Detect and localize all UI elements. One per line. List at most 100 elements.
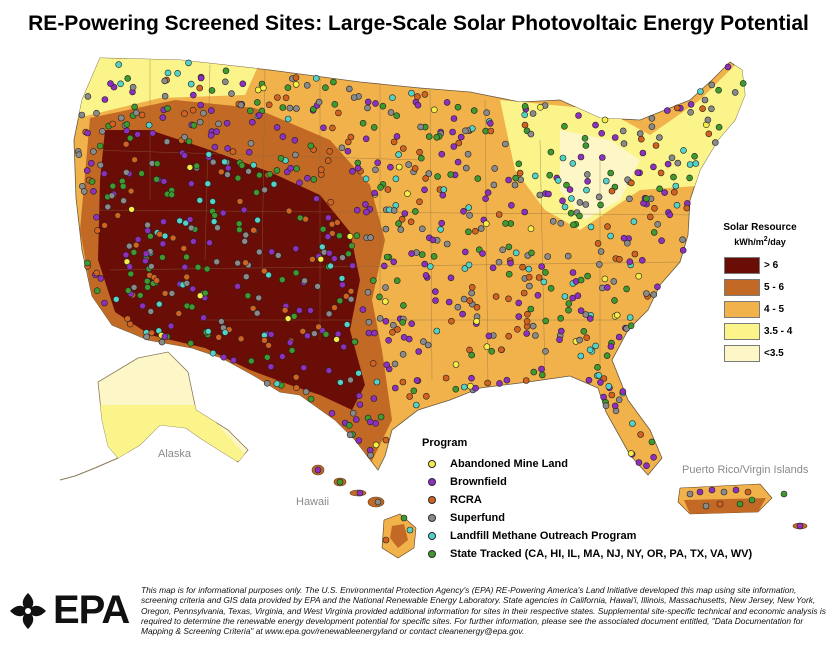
site-marker: [225, 164, 232, 172]
site-marker: [126, 134, 134, 142]
solar-legend-title: Solar Resource: [723, 222, 797, 233]
site-marker: [629, 420, 636, 427]
site-marker: [315, 323, 322, 331]
site-marker: [354, 164, 362, 172]
program-marker-icon: [428, 532, 436, 540]
site-marker: [222, 78, 229, 86]
site-marker: [318, 243, 326, 251]
site-marker: [376, 315, 384, 322]
site-marker: [182, 219, 189, 227]
solar-class-label: <3.5: [764, 347, 784, 359]
site-marker: [611, 134, 619, 141]
site-marker: [650, 163, 657, 171]
site-marker: [129, 83, 137, 91]
site-marker: [704, 116, 712, 124]
site-marker: [643, 195, 650, 202]
site-marker: [200, 314, 207, 322]
site-marker: [686, 490, 694, 498]
site-marker: [450, 115, 458, 122]
site-marker: [472, 384, 479, 392]
site-marker: [547, 284, 555, 292]
site-marker: [527, 225, 535, 232]
site-marker: [223, 119, 231, 127]
site-marker: [370, 395, 378, 402]
site-marker: [542, 317, 550, 325]
site-marker: [344, 138, 352, 146]
site-marker: [205, 151, 213, 158]
site-marker: [134, 131, 141, 138]
site-marker: [303, 82, 311, 89]
site-marker: [630, 218, 638, 225]
site-marker: [131, 156, 138, 163]
site-marker: [90, 148, 97, 155]
site-marker: [324, 157, 332, 164]
site-marker: [439, 191, 447, 199]
site-marker: [263, 379, 271, 387]
site-points: [74, 59, 804, 544]
site-marker: [312, 75, 320, 82]
site-marker: [377, 184, 384, 191]
site-marker: [650, 229, 658, 236]
site-marker: [464, 150, 472, 158]
site-marker: [190, 91, 197, 99]
site-marker: [219, 209, 227, 217]
site-marker: [107, 80, 114, 87]
site-marker: [559, 154, 567, 162]
site-marker: [586, 315, 594, 322]
site-marker: [221, 158, 228, 166]
site-marker: [663, 107, 671, 114]
site-marker: [359, 306, 367, 313]
site-marker: [527, 130, 535, 138]
site-marker: [626, 195, 633, 203]
site-marker: [346, 431, 354, 439]
site-marker: [382, 436, 390, 444]
site-marker: [452, 361, 460, 368]
site-marker: [416, 148, 423, 156]
site-marker: [516, 169, 524, 177]
site-marker: [130, 249, 138, 256]
site-marker: [88, 178, 96, 185]
site-marker: [194, 263, 202, 271]
site-marker: [320, 124, 327, 132]
site-marker: [80, 188, 88, 195]
site-marker: [414, 93, 421, 100]
site-marker: [425, 170, 433, 177]
site-marker: [459, 310, 466, 318]
site-marker: [190, 238, 197, 245]
site-marker: [218, 318, 225, 325]
site-marker: [739, 80, 747, 87]
site-marker: [639, 149, 647, 157]
site-marker: [575, 112, 582, 119]
site-marker: [265, 101, 273, 109]
site-marker: [482, 195, 489, 202]
site-marker: [445, 298, 453, 306]
solar-class-label: 4 - 5: [764, 303, 785, 315]
site-marker: [160, 178, 168, 185]
site-marker: [410, 387, 418, 395]
solar-class-label: 3.5 - 4: [764, 325, 793, 337]
site-marker: [366, 418, 374, 426]
site-marker: [338, 144, 346, 152]
site-marker: [356, 401, 364, 408]
site-marker: [433, 327, 441, 335]
site-marker: [183, 273, 190, 281]
site-marker: [284, 315, 292, 322]
site-marker: [643, 290, 650, 297]
site-marker: [619, 127, 627, 135]
site-marker: [333, 336, 340, 343]
site-marker: [181, 263, 189, 271]
site-marker: [220, 353, 227, 361]
site-marker: [580, 327, 588, 335]
site-marker: [342, 292, 350, 300]
site-marker: [109, 182, 117, 190]
site-marker: [211, 212, 218, 219]
site-marker: [159, 114, 167, 121]
site-marker: [615, 396, 623, 404]
site-marker: [479, 250, 486, 257]
program-label: Landfill Methane Outreach Program: [450, 530, 637, 542]
site-marker: [561, 123, 568, 130]
site-marker: [210, 218, 218, 225]
site-marker: [391, 384, 399, 392]
site-marker: [582, 311, 590, 318]
site-marker: [422, 175, 429, 182]
